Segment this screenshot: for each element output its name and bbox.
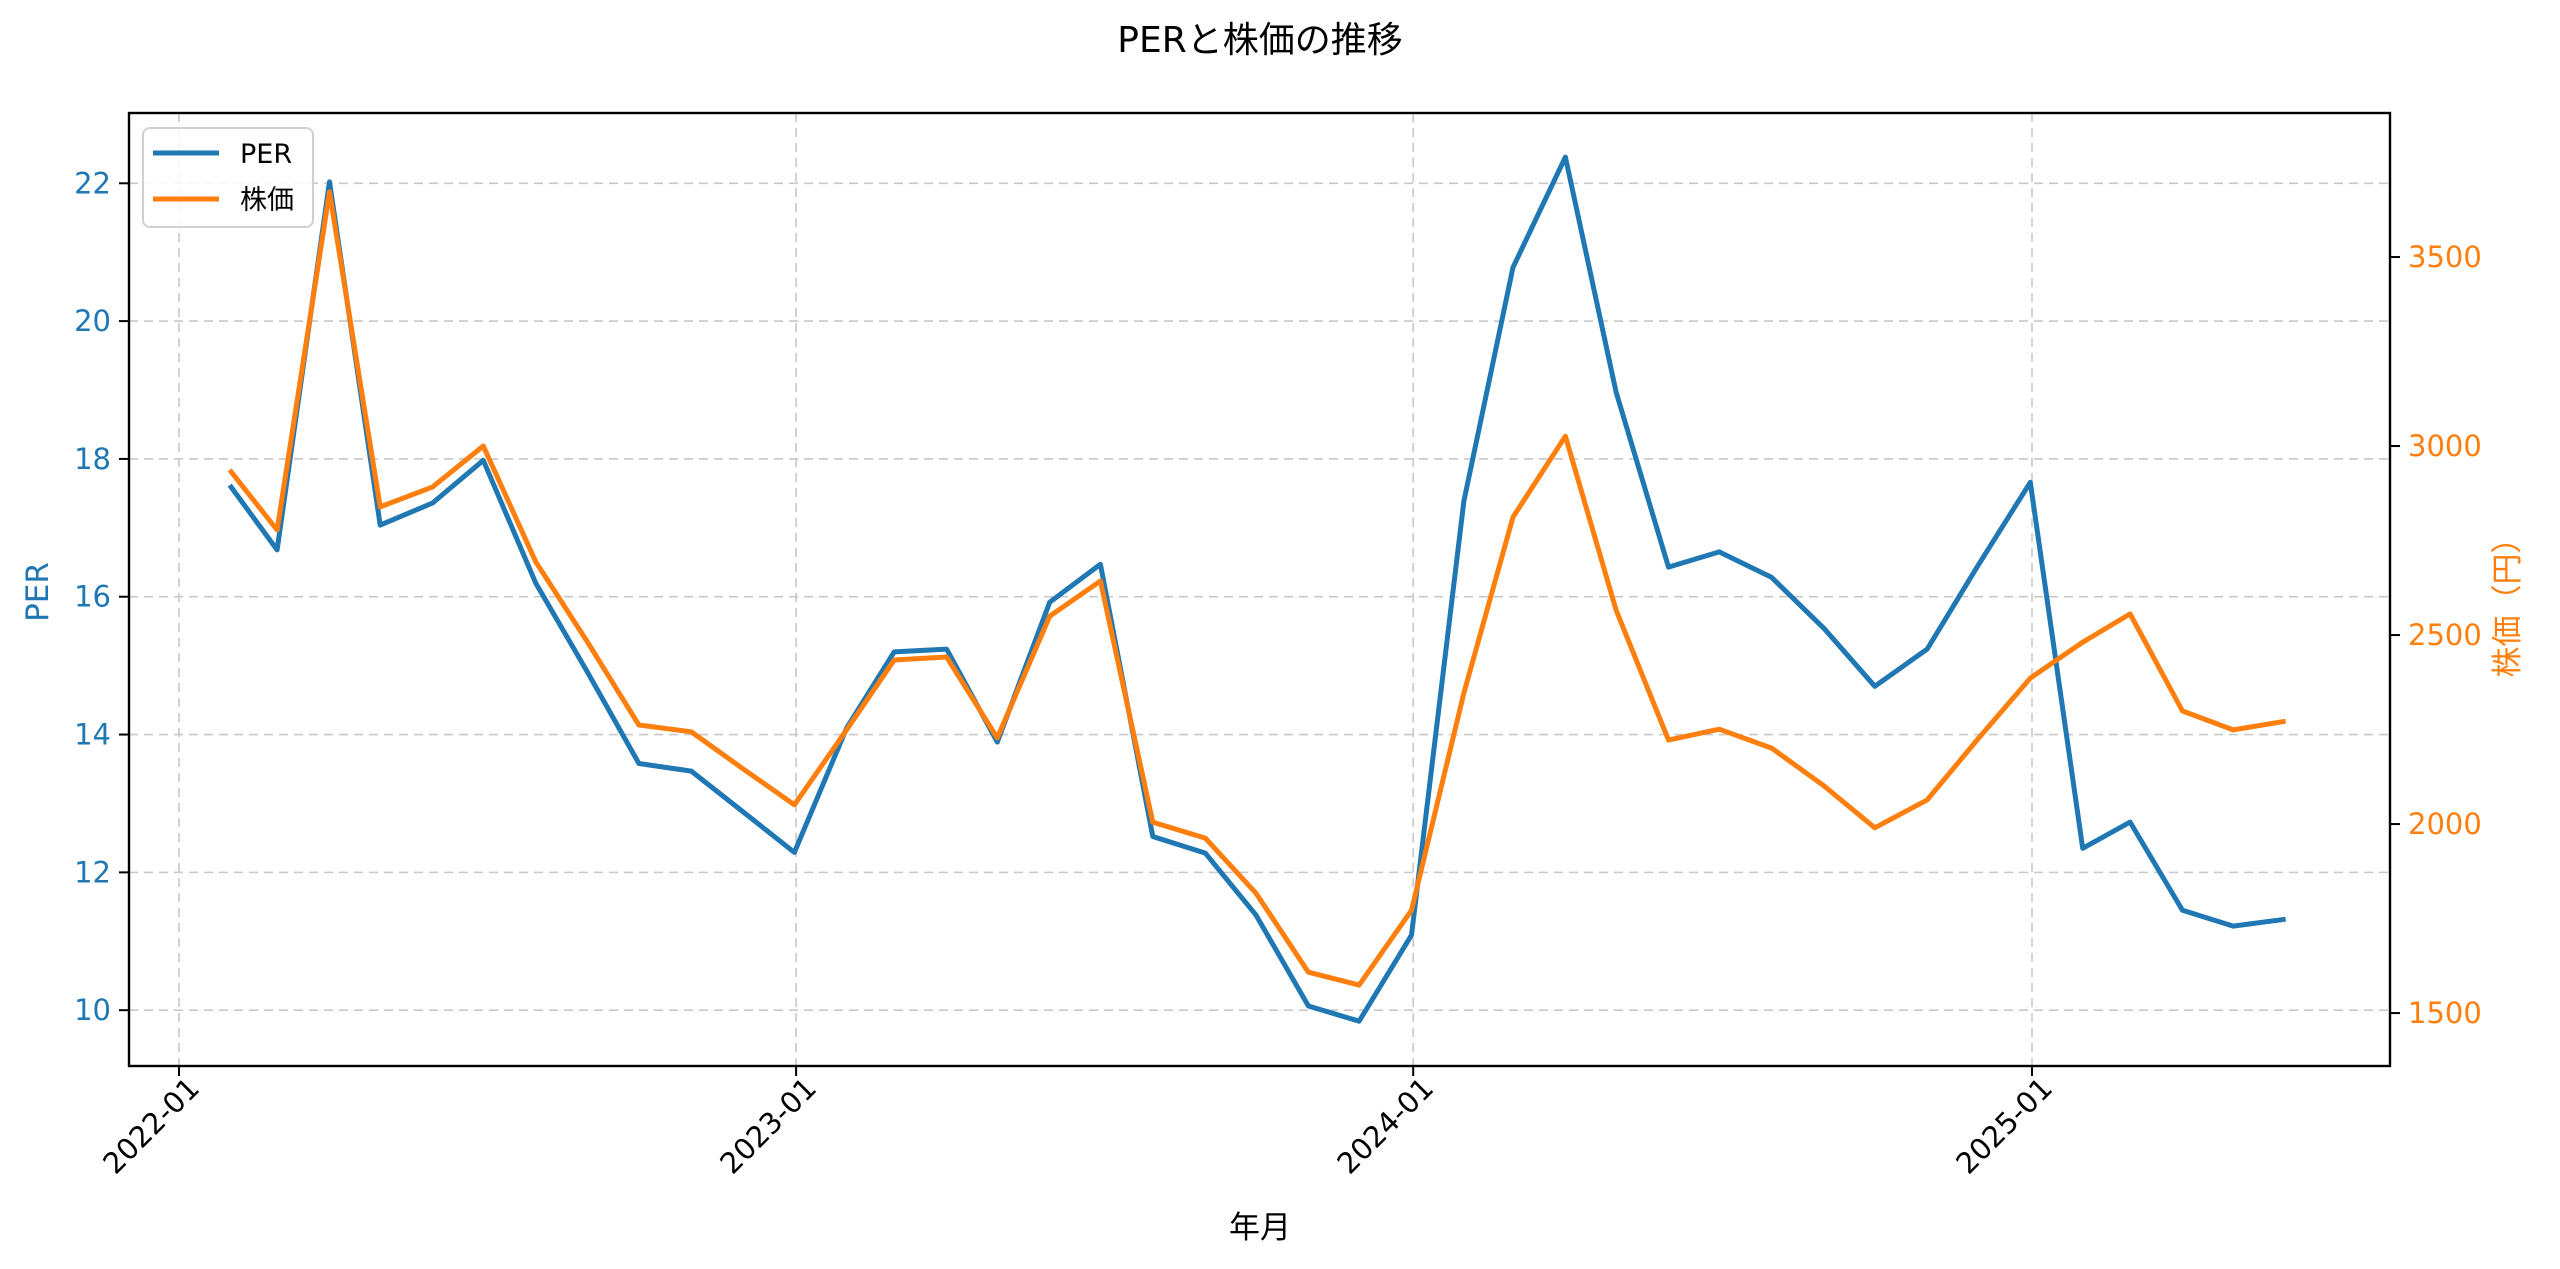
x-tick-label: 2023-01 bbox=[713, 1071, 823, 1181]
legend-label-price: 株価 bbox=[240, 185, 294, 216]
y-left-tick-label: 14 bbox=[74, 718, 111, 752]
x-axis: 2022-01 2023-01 2024-01 2025-01 bbox=[96, 1066, 2059, 1181]
y-left-tick-label: 18 bbox=[74, 442, 111, 476]
x-tick-label: 2022-01 bbox=[96, 1071, 206, 1181]
y-right-tick-label: 2000 bbox=[2408, 807, 2482, 841]
y-right-tick-label: 3500 bbox=[2408, 240, 2482, 274]
y-axis-title-left: PER bbox=[20, 562, 56, 622]
y-right-tick-label: 3000 bbox=[2408, 429, 2482, 463]
series-line-price bbox=[227, 189, 2287, 988]
left-y-axis: 10 12 14 16 18 20 22 bbox=[74, 166, 129, 1027]
gridlines bbox=[129, 113, 2390, 1066]
legend: PER 株価 bbox=[142, 127, 314, 228]
y-left-tick-label: 22 bbox=[74, 166, 111, 200]
chart-title: PERと株価の推移 bbox=[1117, 20, 1402, 61]
series-line-per bbox=[227, 154, 2286, 1024]
y-left-tick-label: 20 bbox=[74, 304, 111, 338]
x-tick-label: 2025-01 bbox=[1949, 1071, 2059, 1181]
x-axis-title: 年月 bbox=[1229, 1210, 1291, 1246]
y-left-tick-label: 12 bbox=[74, 855, 111, 889]
y-right-tick-label: 2500 bbox=[2408, 618, 2482, 652]
x-tick-label: 2024-01 bbox=[1330, 1071, 1440, 1181]
y-right-tick-label: 1500 bbox=[2408, 996, 2482, 1030]
y-left-tick-label: 10 bbox=[74, 993, 111, 1027]
series-layer bbox=[227, 154, 2287, 1024]
y-left-tick-label: 16 bbox=[74, 580, 111, 614]
y-axis-title-right: 株価（円） bbox=[2490, 523, 2526, 678]
legend-label-per: PER bbox=[240, 139, 292, 170]
right-y-axis: 1500 2000 2500 3000 3500 bbox=[2390, 240, 2482, 1030]
plot-frame bbox=[127, 111, 2392, 1068]
